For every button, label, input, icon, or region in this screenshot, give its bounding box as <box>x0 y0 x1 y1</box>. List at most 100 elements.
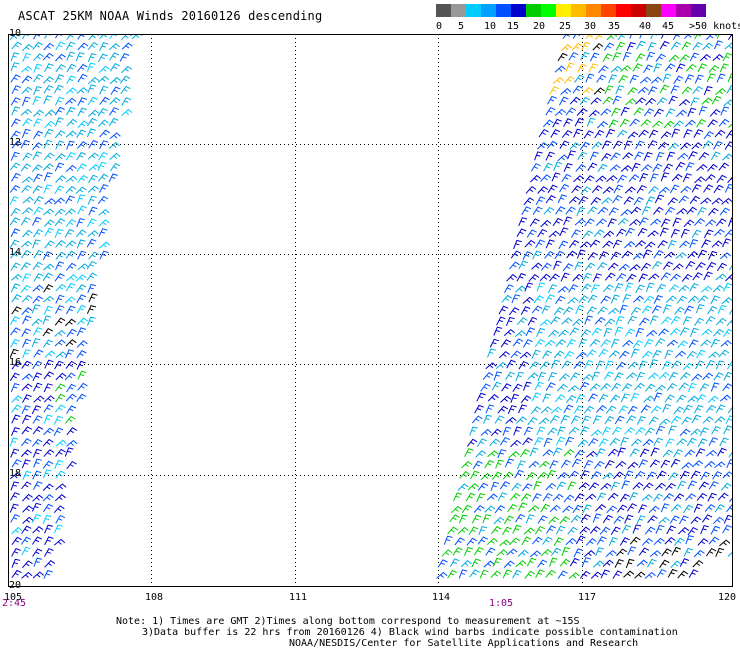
wind-barb <box>97 75 110 83</box>
wind-barb <box>43 449 55 457</box>
wind-barb <box>88 206 98 216</box>
wind-barb <box>10 151 20 161</box>
wind-barb <box>32 239 41 249</box>
wind-barb <box>710 295 720 305</box>
wind-barb <box>618 263 630 271</box>
wind-barb <box>668 425 677 435</box>
wind-barb <box>635 97 647 105</box>
wind-barb <box>523 426 534 436</box>
wind-barb <box>553 307 565 316</box>
wind-barb <box>53 197 66 205</box>
wind-barb <box>10 130 21 139</box>
wind-barb <box>603 327 613 337</box>
wind-barb <box>511 294 521 304</box>
wind-barb <box>561 173 572 183</box>
wind-barb <box>11 106 21 116</box>
wind-barb <box>21 405 31 415</box>
wind-barb <box>497 449 507 459</box>
wind-barb <box>546 140 558 149</box>
wind-barb <box>43 139 53 149</box>
wind-barb <box>66 63 77 73</box>
wind-barb <box>622 293 632 303</box>
wind-barb <box>622 339 634 347</box>
wind-barb <box>660 218 671 228</box>
wind-barb <box>454 537 465 546</box>
wind-barb <box>42 460 54 469</box>
wind-barb <box>120 85 131 95</box>
lat-label-12: 12 <box>9 137 22 148</box>
wind-barb <box>32 295 44 304</box>
lon-label-105: 105 <box>4 592 23 603</box>
wind-barb <box>496 549 508 557</box>
wind-barb <box>711 425 721 435</box>
wind-barb <box>629 491 639 501</box>
wind-barb <box>670 415 682 424</box>
wind-barb <box>555 295 566 305</box>
wind-barb <box>22 338 32 348</box>
wind-barb <box>43 84 54 94</box>
wind-barb <box>10 426 21 437</box>
wind-barb <box>31 164 43 173</box>
wind-barb <box>677 570 689 579</box>
wind-barb <box>53 415 64 425</box>
wind-barb <box>498 305 509 315</box>
wind-barb <box>545 294 555 303</box>
wind-barb <box>464 448 474 457</box>
wind-barb <box>108 173 118 183</box>
wind-barb <box>620 106 630 116</box>
wind-barb <box>87 185 100 193</box>
wind-barb <box>549 557 558 567</box>
wind-barb <box>532 250 542 260</box>
wind-barb <box>591 327 602 336</box>
wind-barb <box>694 218 705 226</box>
wind-barb <box>467 483 479 491</box>
wind-barb <box>673 448 684 458</box>
wind-barb <box>9 316 20 325</box>
wind-barb <box>600 295 611 304</box>
wind-barb <box>619 118 630 128</box>
wind-barb <box>109 76 121 85</box>
wind-barb <box>507 503 518 513</box>
wind-barb <box>596 74 607 83</box>
wind-barb <box>109 107 119 116</box>
wind-barb <box>476 493 486 503</box>
scale-swatch <box>601 4 616 17</box>
wind-barb <box>630 306 642 316</box>
wind-barb <box>708 536 720 545</box>
wind-barb <box>527 417 538 426</box>
wind-barb <box>536 282 546 292</box>
wind-barb <box>545 382 556 391</box>
wind-barb <box>535 239 545 248</box>
wind-barb <box>685 63 697 72</box>
wind-barb <box>548 516 560 525</box>
wind-barb <box>87 218 97 228</box>
wind-barb <box>634 151 644 161</box>
wind-barb <box>690 428 702 436</box>
wind-barb <box>590 283 600 294</box>
wind-barb <box>575 304 585 315</box>
wind-barb <box>579 426 590 435</box>
wind-barb <box>583 359 594 369</box>
wind-barb <box>598 251 609 260</box>
wind-barb <box>719 63 729 73</box>
wind-barb <box>585 450 598 458</box>
wind-barb <box>513 239 522 250</box>
wind-barb <box>583 405 595 414</box>
wind-barb <box>606 175 618 183</box>
wind-barb <box>725 130 733 139</box>
lon-label-108: 108 <box>145 592 164 603</box>
wind-barb <box>676 109 688 117</box>
wind-barb <box>523 381 532 391</box>
wind-barb <box>32 327 43 336</box>
wind-barb <box>545 525 557 534</box>
wind-barb <box>466 537 478 546</box>
wind-barb <box>20 449 32 457</box>
wind-barb <box>66 106 76 116</box>
wind-barb <box>614 415 625 425</box>
wind-barb <box>582 230 594 239</box>
wind-barb <box>541 305 551 315</box>
wind-barb <box>722 282 733 292</box>
wind-barb <box>598 348 609 358</box>
wind-barb <box>561 360 572 369</box>
wind-barb <box>612 140 623 149</box>
